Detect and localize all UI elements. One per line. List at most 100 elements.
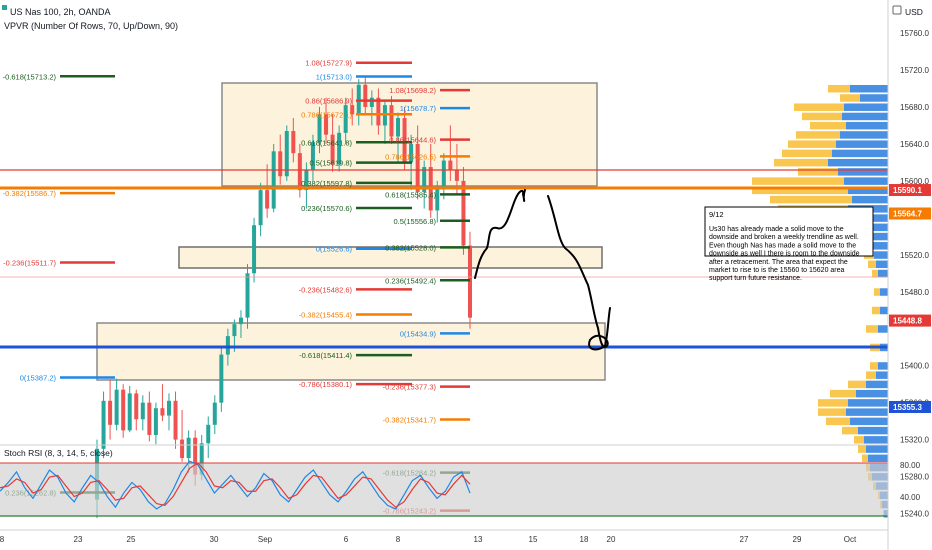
candle-body [258, 190, 263, 226]
time-tick-label: 8 [396, 535, 401, 544]
candle-body [252, 225, 257, 274]
candle-body [468, 245, 472, 318]
fib-level-label: 0.236(15492.4) [385, 276, 436, 285]
candle-body [134, 393, 139, 420]
volume-bar-up [880, 306, 888, 315]
support-zone-upper [178, 246, 603, 269]
fib-level-label: 0.236(15570.6) [301, 204, 352, 213]
price-tick-label: 15480.0 [900, 288, 929, 297]
fib-level-label: -0.618(15411.4) [299, 351, 352, 360]
fib-level-label: 0.86(15644.6) [389, 136, 436, 145]
fib-level-label: 1.08(15727.9) [305, 59, 352, 68]
candle-body [415, 143, 420, 192]
candle-body [343, 105, 348, 133]
candle-body [310, 142, 315, 170]
volume-bar-up [858, 426, 888, 435]
candle-body [291, 130, 296, 154]
fib-level-label: -0.618(15713.2) [3, 72, 57, 81]
candle-body [337, 132, 342, 165]
price-tag [889, 184, 931, 197]
symbol-title: US Nas 100, 2h, OANDA [10, 7, 111, 17]
volume-bar-down [872, 306, 880, 315]
candle-body [271, 151, 276, 209]
volume-bar-up [848, 399, 888, 407]
note-text: Us30 has already made a solid move to th… [709, 226, 860, 282]
candle-body [127, 393, 132, 431]
fib-level-label: 0.86(15686.9) [305, 97, 352, 106]
stoch-title: Stoch RSI (8, 3, 14, 5, close) [4, 448, 113, 458]
fib-level-label: -0.382(15455.4) [299, 310, 353, 319]
price-tick-label: 15680.0 [900, 103, 929, 112]
candle-body [369, 97, 374, 107]
volume-bar-up [840, 131, 888, 139]
fib-level-label: 0.382(15597.8) [301, 179, 352, 188]
time-tick-label: 29 [793, 535, 802, 544]
candle-body [409, 143, 414, 163]
volume-bar-down [842, 426, 858, 435]
time-tick-label: 8 [0, 535, 5, 544]
volume-bar-up [850, 417, 888, 426]
volume-bar-down [796, 131, 840, 139]
currency-dropdown-icon[interactable] [892, 5, 902, 15]
volume-bar-down [774, 158, 828, 167]
volume-bar-down [872, 269, 878, 278]
volume-bar-up [868, 232, 888, 241]
fib-level-label: 1.08(15698.2) [389, 86, 436, 95]
candle-body [173, 400, 178, 440]
candle-body [108, 400, 113, 425]
candle-body [245, 273, 250, 318]
volume-bar-up [842, 112, 888, 121]
time-axis[interactable]: 8 23 25 30 Sep 6 8 13 15 18 20 27 29 Oct [0, 535, 857, 544]
fib-level-label: -0.236(15511.7) [3, 258, 56, 267]
candle-body [454, 169, 459, 181]
candle-body [160, 408, 165, 416]
candle-body [114, 389, 119, 425]
candle-body [376, 97, 381, 126]
time-tick-label: 15 [529, 535, 538, 544]
candle-body [297, 153, 302, 191]
volume-bar-down [818, 408, 846, 416]
volume-bar-up [844, 103, 888, 111]
time-tick-label: 6 [344, 535, 349, 544]
fib-level-label: 0(15434.9) [400, 329, 437, 338]
price-tick-label: 15240.0 [900, 510, 929, 519]
header: US Nas 100, 2h, OANDA VPVR (Number Of Ro… [2, 5, 923, 502]
volume-bar-up [878, 362, 888, 370]
projected-path-drawing [474, 189, 611, 351]
candle-body [180, 439, 185, 459]
candle-body [304, 169, 309, 191]
volume-bar-up [850, 84, 888, 93]
stoch-band [0, 463, 888, 516]
volume-bar-down [794, 103, 844, 111]
candle-body [193, 437, 198, 475]
candle-body [324, 114, 329, 135]
price-tag [889, 207, 931, 220]
volume-bar-down [752, 186, 848, 195]
stoch-rsi-pane [0, 460, 888, 517]
time-tick-label: 20 [607, 535, 616, 544]
volume-bar-down [870, 362, 878, 370]
volume-bar-down [866, 371, 876, 379]
candle-body [153, 408, 158, 435]
volume-bar-down [874, 288, 880, 296]
volume-bar-up [844, 177, 888, 185]
volume-bar-up [838, 168, 888, 176]
volume-bar-down [782, 149, 832, 158]
candle-body [238, 317, 243, 325]
candle-body [212, 402, 217, 425]
candle-body [199, 443, 204, 475]
volume-bar-up [876, 371, 888, 379]
price-tick-label: 15600.0 [900, 177, 929, 186]
price-tick-label: 15640.0 [900, 140, 929, 149]
fib-level-label: 0(15526.6) [316, 245, 353, 254]
fib-level-label: 0.618(15641.8) [301, 138, 352, 147]
price-tag-label: 15448.8 [893, 317, 922, 326]
price-tick-label: 15760.0 [900, 29, 929, 38]
volume-bar-down [830, 389, 856, 398]
price-tag-label: 15355.3 [893, 403, 922, 412]
volume-bar-up [864, 436, 888, 444]
price-tag-label: 15590.1 [893, 186, 922, 195]
volume-bar-down [858, 445, 866, 453]
